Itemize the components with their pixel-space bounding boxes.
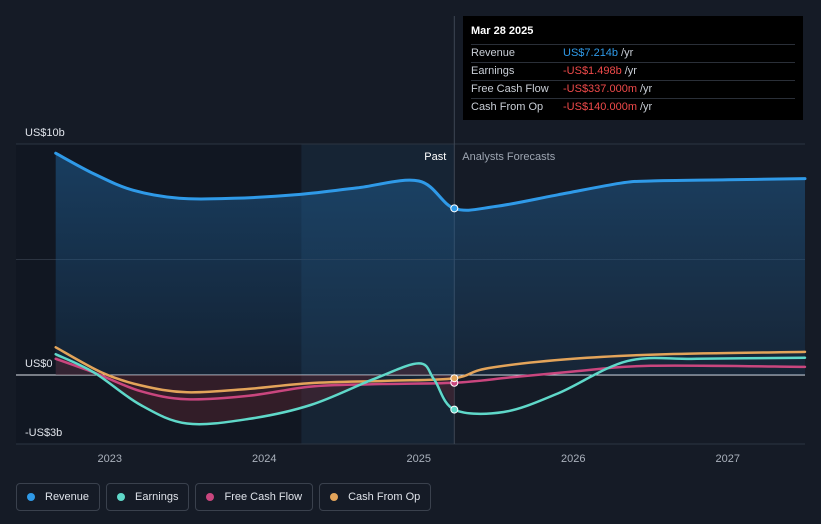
tooltip-suffix: /yr bbox=[624, 65, 637, 77]
tooltip-suffix: /yr bbox=[640, 101, 653, 113]
tooltip-value: -US$337.000m bbox=[563, 83, 637, 95]
x-tick-label: 2025 bbox=[407, 453, 431, 465]
cash-from-op-dot-icon bbox=[330, 493, 339, 501]
legend-item-cash-from-op[interactable]: Cash From Op bbox=[319, 483, 432, 511]
legend-item-earnings[interactable]: Earnings bbox=[106, 483, 190, 511]
tooltip-row-fcf: Free Cash Flow -US$337.000m /yr bbox=[471, 80, 795, 98]
x-tick-label: 2027 bbox=[716, 453, 740, 465]
tooltip-value: US$7.214b bbox=[563, 47, 619, 59]
legend-label: Cash From Op bbox=[348, 491, 421, 503]
x-tick-label: 2024 bbox=[252, 453, 276, 465]
tooltip-label: Free Cash Flow bbox=[471, 83, 549, 95]
tooltip-label: Revenue bbox=[471, 47, 516, 59]
tooltip-row-cfo: Cash From Op -US$140.000m /yr bbox=[471, 98, 795, 116]
marker-revenue bbox=[450, 204, 459, 213]
series-line-revenue bbox=[54, 151, 807, 212]
legend-label: Revenue bbox=[45, 491, 90, 503]
legend-item-revenue[interactable]: Revenue bbox=[16, 483, 101, 511]
past-label: Past bbox=[424, 151, 446, 163]
series-line-fcf bbox=[54, 357, 807, 401]
forecast-label: Analysts Forecasts bbox=[462, 151, 555, 163]
tooltip-suffix: /yr bbox=[621, 47, 634, 59]
earnings-dot-icon bbox=[117, 493, 126, 501]
marker-earnings bbox=[450, 405, 459, 414]
chart-legend: Revenue Earnings Free Cash Flow Cash Fro… bbox=[16, 483, 432, 511]
series-line-cfo bbox=[54, 346, 807, 394]
tooltip-value: -US$1.498b bbox=[563, 65, 622, 77]
legend-item-free-cash-flow[interactable]: Free Cash Flow bbox=[195, 483, 314, 511]
y-axis-label: US$0 bbox=[25, 358, 53, 370]
marker-cfo bbox=[450, 374, 459, 383]
tooltip-panel: Mar 28 2025 Revenue US$7.214b /yr Earnin… bbox=[463, 16, 803, 120]
chart-canvas: US$10b US$0 -US$3b 2023 2024 2025 2026 2027 Past… bbox=[16, 16, 807, 465]
tooltip-label: Earnings bbox=[471, 65, 515, 77]
series-line-earnings bbox=[54, 352, 807, 426]
tooltip-row-earnings: Earnings -US$1.498b /yr bbox=[471, 62, 795, 80]
legend-label: Free Cash Flow bbox=[224, 491, 303, 503]
legend-label: Earnings bbox=[135, 491, 179, 503]
y-axis-label: -US$3b bbox=[25, 427, 62, 439]
tooltip-label: Cash From Op bbox=[471, 101, 544, 113]
tooltip-value: -US$140.000m bbox=[563, 101, 637, 113]
x-tick-label: 2023 bbox=[98, 453, 122, 465]
tooltip-date: Mar 28 2025 bbox=[471, 25, 534, 37]
tooltip-row-revenue: Revenue US$7.214b /yr bbox=[471, 44, 795, 62]
x-tick-label: 2026 bbox=[561, 453, 585, 465]
revenue-dot-icon bbox=[27, 493, 35, 501]
tooltip-suffix: /yr bbox=[640, 83, 653, 95]
free-cash-flow-dot-icon bbox=[206, 493, 215, 501]
revenue-area bbox=[55, 153, 805, 375]
y-axis-label: US$10b bbox=[25, 127, 65, 139]
